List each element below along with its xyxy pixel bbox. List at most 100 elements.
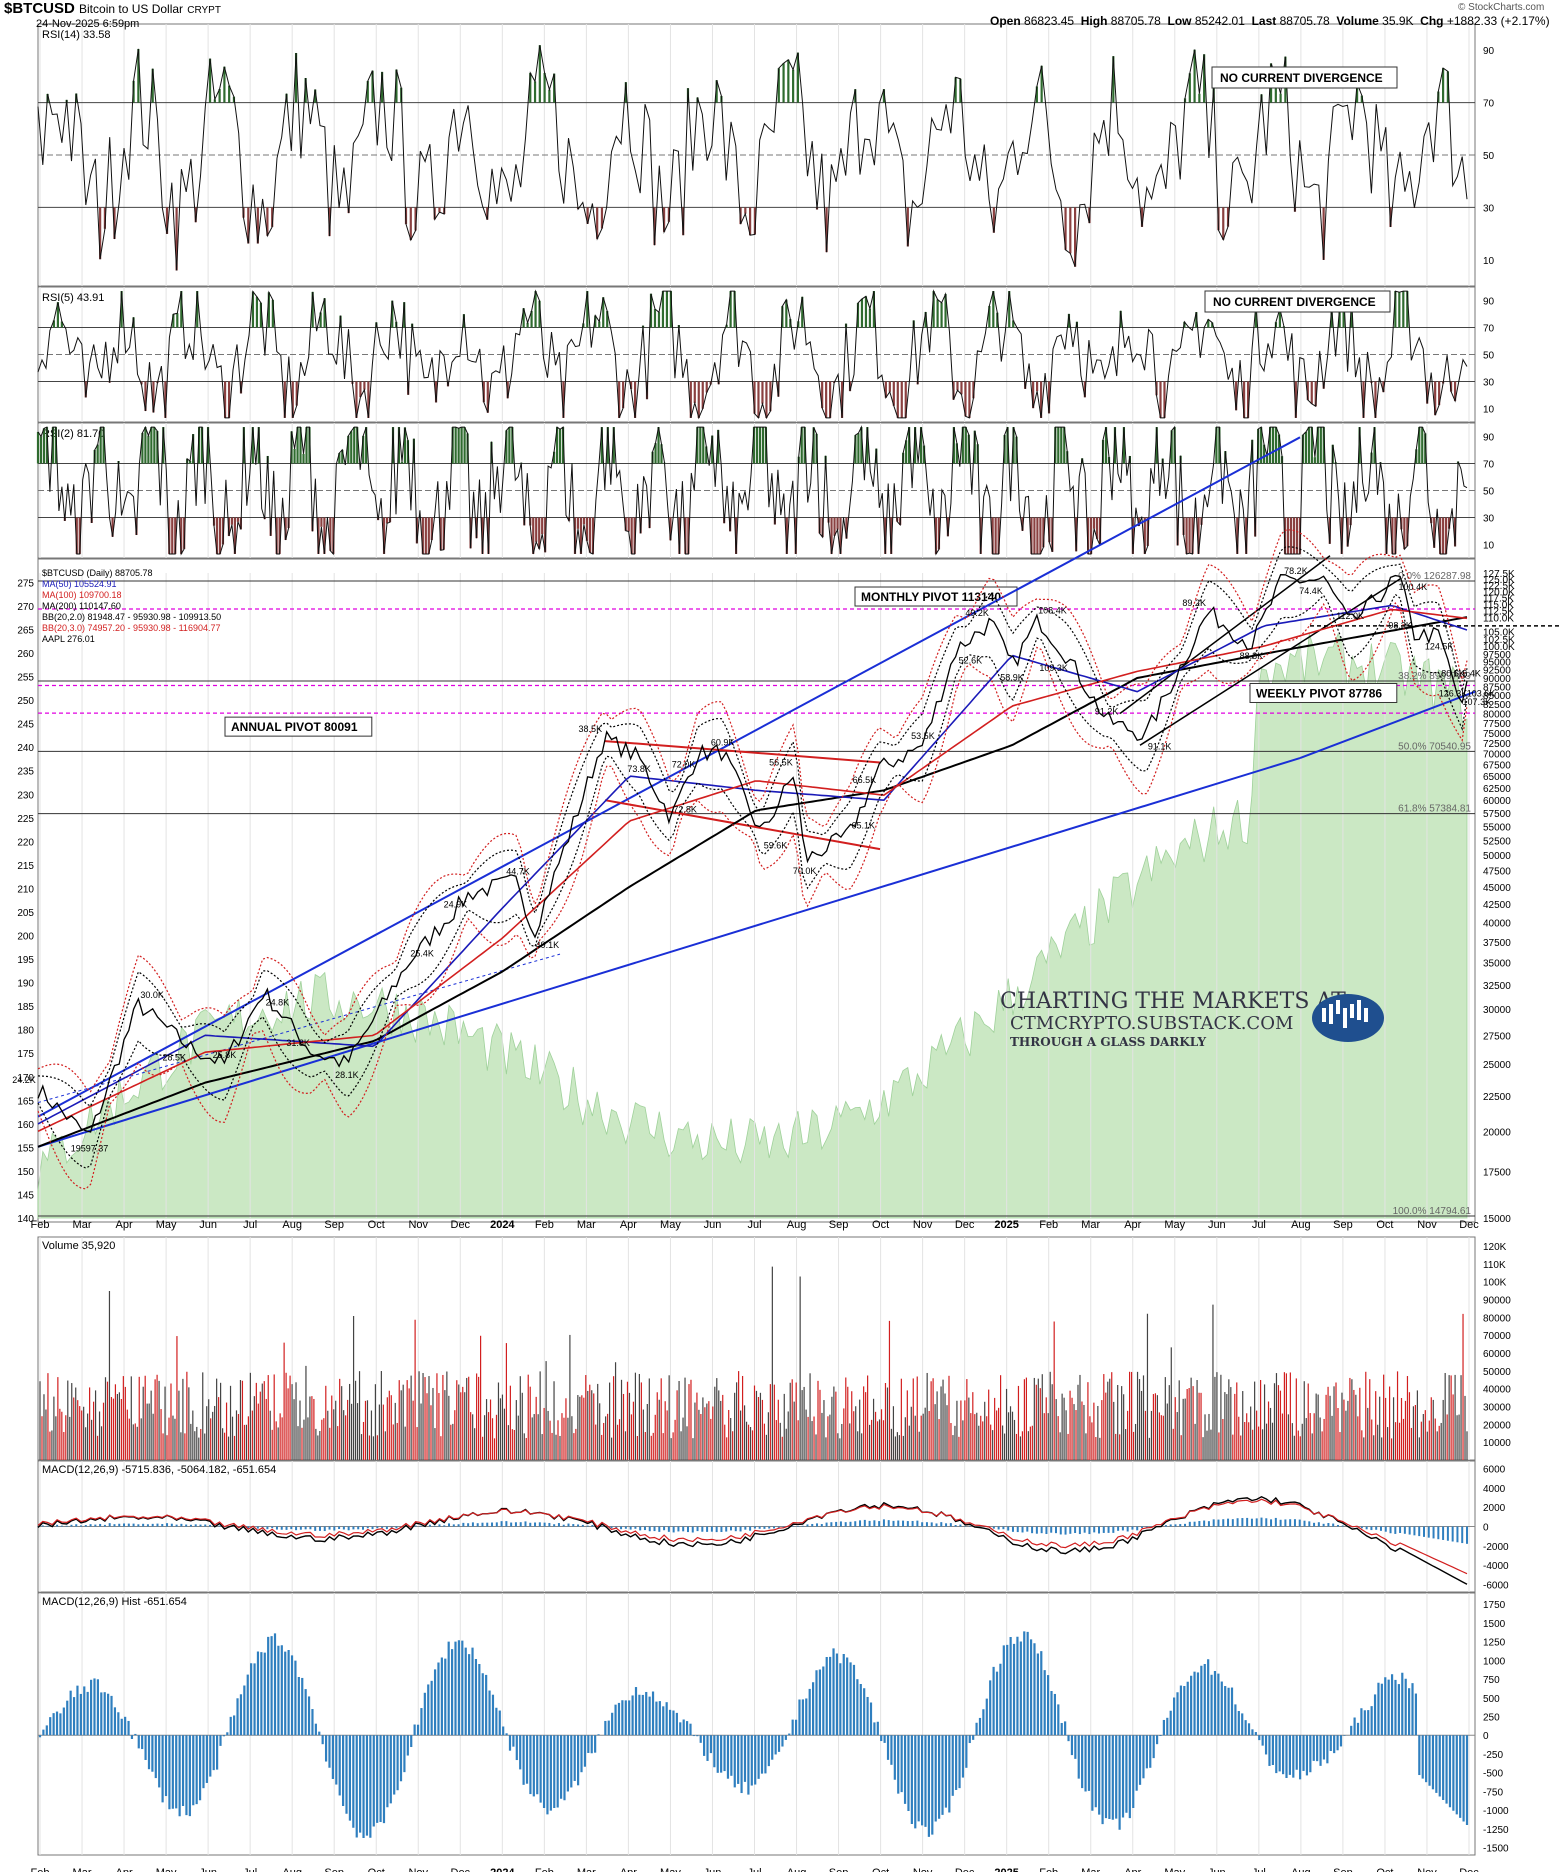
rsi5-line [37, 289, 1468, 420]
x-axis-label-price: Jun [704, 1219, 722, 1231]
aapl-axis-tick: 165 [17, 1096, 34, 1107]
price-point-label: 91.2K [1095, 706, 1119, 716]
price-point-label: 72.8K [673, 804, 697, 814]
x-axis-label-price: May [156, 1219, 177, 1231]
price-point-label: 109.3K [1039, 663, 1068, 673]
x-axis-label-bottom: Mar [577, 1867, 596, 1872]
x-axis-label-bottom: Sep [829, 1867, 849, 1872]
price-axis-tick: 112.5K [1483, 607, 1514, 618]
macd-tick-label: 2000 [1483, 1503, 1506, 1514]
rsi14-line [37, 45, 1468, 271]
price-point-label: 80.6K [1441, 668, 1465, 678]
hist-tick-label: 0 [1483, 1731, 1489, 1742]
price-axis-tick: 105.0K [1483, 628, 1515, 639]
volume-tick-label: 110K [1483, 1260, 1506, 1271]
price-panel: 275 270 265 260 255 250 245 240 235 230 225 220 215 2… [12, 436, 1560, 1225]
pivot-label-weekly: WEEKLY PIVOT 87786 [1256, 686, 1382, 700]
ohlc-readout: Open 86823.45 High 88705.78 Low 85242.01… [990, 14, 1550, 28]
volume-tick-label: 90000 [1483, 1295, 1511, 1306]
rsi14-tick-label: 30 [1483, 203, 1495, 214]
fib-label: 50.0% 70540.95 [1398, 741, 1471, 752]
channel-lower [1139, 578, 1401, 746]
rsi2-tick-label: 90 [1483, 433, 1495, 444]
x-axis-label-bottom: 2025 [994, 1867, 1018, 1872]
pivot-label-monthly: MONTHLY PIVOT 113140 [861, 590, 1001, 604]
trendline-lower-ext [1299, 690, 1476, 759]
x-axis-label-price: Jun [199, 1219, 217, 1231]
x-axis-label-price: Nov [1417, 1219, 1437, 1231]
x-axis-label-bottom: 2024 [490, 1867, 515, 1872]
price-axis-tick: 17500 [1483, 1168, 1511, 1179]
rsi14-tick-label: 70 [1483, 99, 1495, 110]
moving-average-ma100 [37, 608, 1468, 1133]
price-point-label: 60.9K [711, 738, 735, 748]
bollinger-band [37, 546, 1468, 1108]
price-point-label: 30.0K [140, 990, 164, 1000]
price-axis-tick: 75000 [1483, 729, 1511, 740]
pivot-box-monthly [854, 586, 1018, 607]
price-legend-entry: BB(20,3.0) 74957.20 - 95930.98 - 116904.… [42, 623, 220, 633]
price-point-label: 91.1K [1148, 741, 1172, 751]
rsi14-panel: 90 70 50 30 10 RSI(14) 33.58 NO CURRENT DIVERG… [37, 23, 1495, 287]
x-axis-label-price: Apr [115, 1219, 132, 1231]
aapl-axis-tick: 185 [17, 1002, 34, 1013]
x-axis-label-price: Sep [324, 1219, 344, 1231]
fib-label: 0.0% 126287.98 [1398, 571, 1471, 582]
aapl-axis-tick: 175 [17, 1049, 34, 1060]
aapl-axis-tick: 140 [17, 1214, 34, 1225]
macd-tick-label: -2000 [1483, 1542, 1509, 1553]
price-axis-tick: 77500 [1483, 719, 1511, 730]
x-axis-label-bottom: Mar [73, 1867, 92, 1872]
price-point-label: 107.3K [1463, 697, 1492, 707]
price-axis-tick: 50000 [1483, 851, 1511, 862]
volume-label: Volume 35,920 [42, 1240, 115, 1252]
price-point-label: 78.2K [1284, 566, 1308, 576]
macd-tick-label: 4000 [1483, 1484, 1506, 1495]
x-axis-label-bottom: Oct [1376, 1867, 1393, 1872]
bollinger-band [37, 593, 1468, 1169]
x-axis-label-bottom: Jul [747, 1867, 761, 1872]
price-point-label: 108.4K [1038, 605, 1067, 615]
price-legend-entry: AAPL 276.01 [42, 634, 95, 644]
moving-average-ma50 [37, 604, 1468, 1125]
volume-tick-label: 10000 [1483, 1438, 1511, 1449]
x-axis-label-price: Aug [787, 1219, 807, 1231]
macd-tick-label: -6000 [1483, 1580, 1509, 1591]
price-axis-tick: 122.5K [1483, 581, 1515, 592]
rsi2-line [37, 425, 1468, 556]
symbol-name: Bitcoin to US Dollar [79, 2, 184, 16]
price-axis-tick: 47500 [1483, 867, 1511, 878]
volume-tick-label: 120K [1483, 1242, 1507, 1253]
price-point-label: 73.8K [627, 764, 651, 774]
fib-label: 100.0% 14794.61 [1393, 1206, 1472, 1217]
x-axis-label-bottom: Dec [451, 1867, 471, 1872]
macd-signal-line [37, 1498, 1468, 1575]
x-axis-label-price: Sep [829, 1219, 849, 1231]
price-point-label: 66.5K [853, 775, 877, 785]
rsi5-label: RSI(5) 43.91 [42, 292, 104, 304]
price-axis-tick: 42500 [1483, 900, 1511, 911]
rsi14-tick-label: 50 [1483, 151, 1495, 162]
price-point-label: 74.4K [1299, 586, 1323, 596]
volume-tick-label: 70000 [1483, 1331, 1511, 1342]
aapl-axis-tick: 200 [17, 932, 34, 943]
volume-tick-label: 50000 [1483, 1367, 1511, 1378]
hist-tick-label: -1000 [1483, 1806, 1509, 1817]
x-axis-label-price: Aug [282, 1219, 302, 1231]
price-point-label: 112.0K [1336, 611, 1364, 621]
x-axis-label-price: Jul [243, 1219, 257, 1231]
rsi14-frame [37, 23, 1476, 287]
price-point-label: 89.2K [1182, 598, 1206, 608]
x-axis-label-price: Mar [577, 1219, 596, 1231]
price-legend-entry: MA(100) 109700.18 [42, 590, 122, 600]
price-axis-tick: 67500 [1483, 761, 1511, 772]
price-axis-tick: 32500 [1483, 981, 1511, 992]
aapl-axis-tick: 190 [17, 979, 34, 990]
x-axis-label-price: Dec [955, 1219, 975, 1231]
price-legend-entry: MA(200) 110147.60 [42, 601, 121, 611]
price-point-label: 38.5K [579, 724, 603, 734]
x-axis-label-price: Nov [408, 1219, 428, 1231]
rsi5-note: NO CURRENT DIVERGENCE [1213, 295, 1376, 309]
price-axis-tick: 70000 [1483, 750, 1511, 761]
